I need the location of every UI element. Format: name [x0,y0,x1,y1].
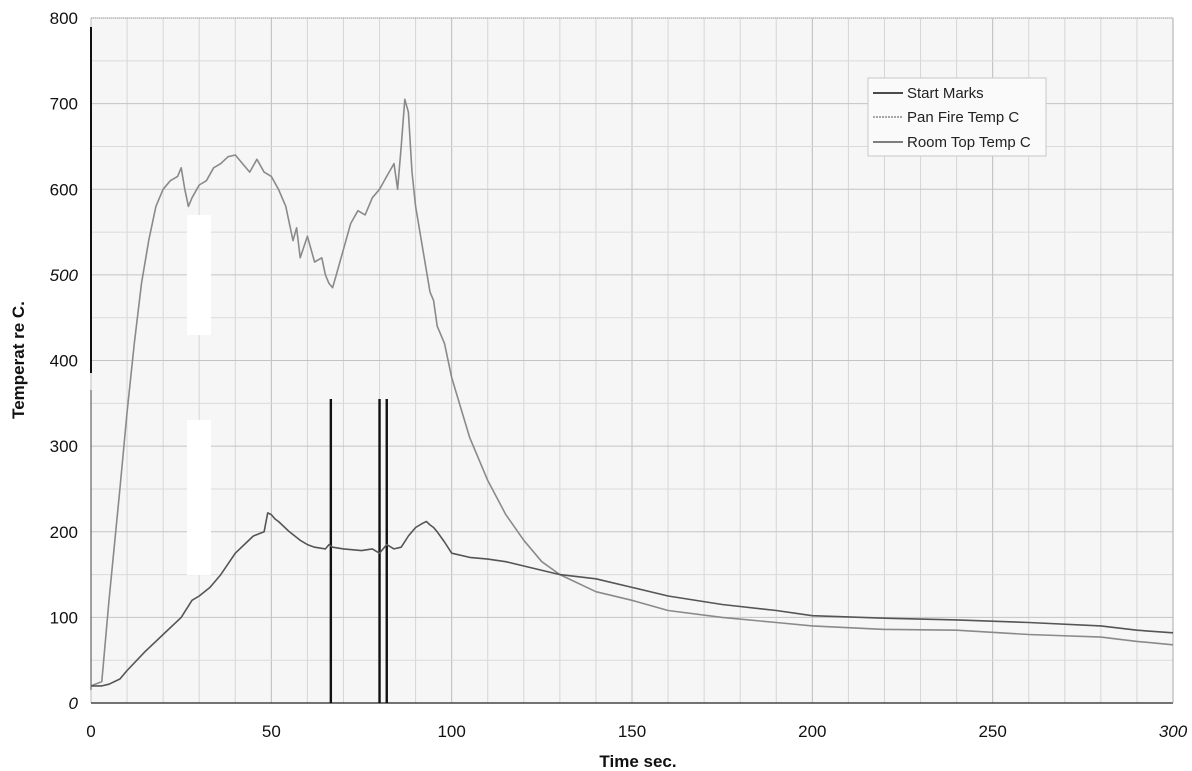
x-tick-label: 300 [1159,722,1188,741]
pan-fire-temp-c-line [90,98,1174,687]
legend-label-start-marks: Start Marks [907,85,984,102]
legend: Start Marks Pan Fire Temp C Room Top Tem… [867,77,1047,157]
y-tick-label: 500 [50,266,79,285]
y-tick-label: 400 [50,352,78,371]
scan-blank-upper [187,215,211,335]
scan-blank-lower [187,420,211,575]
y-tick-label: 700 [50,95,78,114]
room-top-temp-c-line [91,512,1174,687]
tick-labels: 0 50 100 150 200 250 300 0 100 200 300 400 500 600 700… [50,9,1188,741]
legend-label-pan-fire: Pan Fire Temp C [907,109,1019,126]
y-tick-label: 300 [50,437,78,456]
series [90,98,1174,703]
axes [90,17,1174,704]
x-tick-label: 100 [437,722,465,741]
x-axis-label: Time sec. [599,752,676,771]
x-tick-label: 50 [262,722,281,741]
x-tick-label: 150 [618,722,646,741]
y-tick-label: 800 [50,9,78,28]
y-tick-label: 200 [50,523,78,542]
y-axis-label: Temperat re C. [9,301,28,419]
y-tick-label: 100 [50,608,78,627]
y-tick-label: 0 [69,694,79,713]
y-tick-label: 600 [50,180,78,199]
legend-label-room-top: Room Top Temp C [907,134,1031,151]
x-tick-label: 200 [798,722,826,741]
x-tick-label: 250 [978,722,1006,741]
x-tick-label: 0 [86,722,95,741]
